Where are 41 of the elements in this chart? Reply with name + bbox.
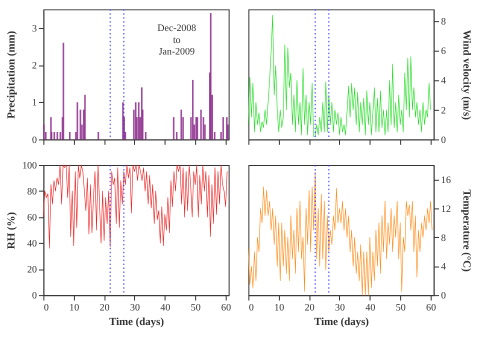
y2-tick-label: 4 (441, 76, 446, 87)
x-tick-label: 10 (274, 302, 284, 314)
y-tick-label: 0 (32, 134, 38, 146)
y2-axis-title: Wind velocity (m/s) (460, 30, 473, 120)
x-axis-title: Time (days) (314, 316, 370, 328)
x-tick-label: 0 (44, 302, 49, 314)
y-tick-label: 40 (27, 238, 38, 250)
y2-tick-label: 12 (441, 204, 451, 215)
x-tick-label: 50 (396, 302, 406, 314)
y-tick-label: 0 (32, 290, 38, 302)
x-tick-label: 30 (130, 302, 140, 314)
x-tick-label: 20 (304, 302, 315, 314)
y2-tick-label: 16 (441, 174, 451, 186)
y2-axis-title: Temperature (°C) (460, 189, 473, 272)
y-tick-label: 1 (32, 98, 38, 109)
y2-tick-label: 8 (441, 232, 446, 244)
y2-tick-label: 0 (441, 290, 446, 302)
y-tick-label: 3 (32, 23, 38, 34)
y-tick-label: 80 (27, 186, 38, 198)
y2-tick-label: 6 (441, 46, 446, 58)
x-tick-label: 20 (100, 302, 110, 314)
x-tick-label: 60 (221, 302, 232, 314)
y2-tick-label: 4 (441, 262, 446, 273)
x-axis-title: Time (days) (109, 316, 164, 328)
y-tick-label: 20 (27, 264, 38, 276)
x-tick-label: 0 (248, 302, 254, 314)
y-tick-label: 2 (32, 60, 38, 72)
x-tick-label: 30 (335, 302, 345, 314)
x-tick-label: 50 (190, 302, 201, 314)
y-axis-title: Precipitation (mm) (5, 30, 18, 119)
y2-tick-label: 8 (441, 16, 446, 28)
y2-tick-label: 2 (441, 105, 446, 116)
y-tick-label: 100 (22, 160, 38, 172)
y-tick-label: 60 (27, 212, 38, 224)
annotation: Dec-2008 to Jan-2009 (157, 22, 196, 58)
x-tick-label: 40 (160, 302, 170, 314)
x-tick-label: 40 (365, 302, 376, 314)
y-axis-title: RH (%) (5, 212, 18, 250)
x-tick-label: 10 (69, 302, 80, 314)
x-tick-label: 60 (426, 302, 436, 314)
y2-tick-label: 0 (441, 134, 446, 146)
